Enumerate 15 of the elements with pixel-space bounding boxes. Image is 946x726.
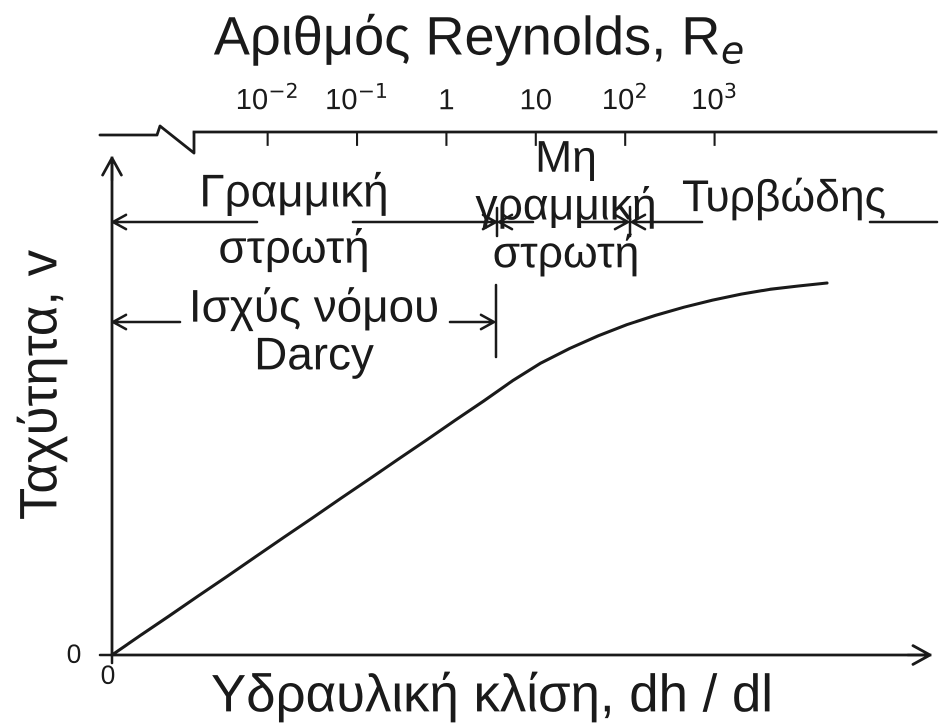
text: Γραμμική στρωτή xyxy=(203,172,386,272)
text: 0 xyxy=(68,644,80,664)
x2-tick-label: 10$^{3}$ xyxy=(693,82,736,110)
annotation: Ισχύς νόμου Darcy xyxy=(193,287,437,379)
x-axis-title: Υδραυλική κλίση, dh / dl xyxy=(212,672,770,722)
x2-tick-label: 1 xyxy=(440,89,454,110)
x2-tick-label: 10$^{−2}$ xyxy=(238,82,296,110)
x2-axis-title: Αριθμός Reynolds, R$_{e}$ xyxy=(214,14,743,66)
text: 0 xyxy=(102,665,114,684)
y-axis-title: Ταχύτητα, v xyxy=(16,250,68,519)
x2-tick-label: 10 xyxy=(522,88,551,110)
x2-tick-label: 10$^{−1}$ xyxy=(327,83,386,110)
text: Τυρβώδης xyxy=(682,178,885,220)
x2-tick-label: 10$^{2}$ xyxy=(604,82,646,110)
text: Μη γραμμική στρωτή xyxy=(476,141,654,276)
